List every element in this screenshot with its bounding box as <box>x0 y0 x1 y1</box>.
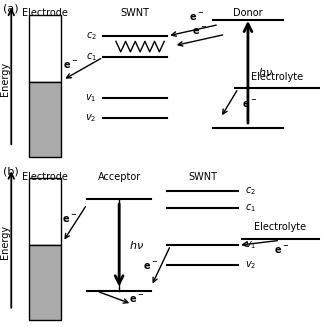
Text: $\mathbf{e^-}$: $\mathbf{e^-}$ <box>189 12 204 24</box>
Text: $v_2$: $v_2$ <box>245 259 256 271</box>
Text: $c_2$: $c_2$ <box>245 185 256 197</box>
Text: $c_1$: $c_1$ <box>86 51 97 63</box>
Text: Acceptor: Acceptor <box>98 172 141 182</box>
Text: $\mathbf{e^-}$: $\mathbf{e^-}$ <box>274 245 289 256</box>
Text: (a): (a) <box>3 3 19 13</box>
Text: $\mathbf{e^-}$: $\mathbf{e^-}$ <box>192 26 207 37</box>
Text: Electrode: Electrode <box>22 172 68 182</box>
Text: Electrode: Electrode <box>22 8 68 18</box>
Text: SWNT: SWNT <box>121 8 150 18</box>
Text: $h\nu$: $h\nu$ <box>129 239 144 251</box>
Bar <box>29 15 61 82</box>
Text: $v_1$: $v_1$ <box>85 92 97 104</box>
Text: $c_1$: $c_1$ <box>245 202 256 214</box>
Bar <box>29 178 61 245</box>
Text: $v_1$: $v_1$ <box>245 239 256 251</box>
Text: $c_2$: $c_2$ <box>86 30 97 42</box>
Text: $\mathbf{e^-}$: $\mathbf{e^-}$ <box>62 214 77 225</box>
Text: $\mathbf{e^-}$: $\mathbf{e^-}$ <box>63 60 78 71</box>
Text: Energy: Energy <box>0 225 10 259</box>
Text: Energy: Energy <box>0 61 10 95</box>
Text: $\mathbf{e^-}$: $\mathbf{e^-}$ <box>143 261 158 272</box>
Text: Electrolyte: Electrolyte <box>251 72 303 82</box>
Text: (b): (b) <box>3 167 19 177</box>
Text: Electrolyte: Electrolyte <box>254 222 306 232</box>
Text: SWNT: SWNT <box>188 172 217 182</box>
Text: $\mathbf{e^-}$: $\mathbf{e^-}$ <box>129 294 144 305</box>
Bar <box>29 245 61 320</box>
Text: $h\nu$: $h\nu$ <box>258 66 273 78</box>
Bar <box>29 82 61 157</box>
Text: $v_2$: $v_2$ <box>85 112 97 124</box>
Text: $\mathbf{e^-}$: $\mathbf{e^-}$ <box>242 99 257 110</box>
Text: Donor: Donor <box>233 8 263 18</box>
